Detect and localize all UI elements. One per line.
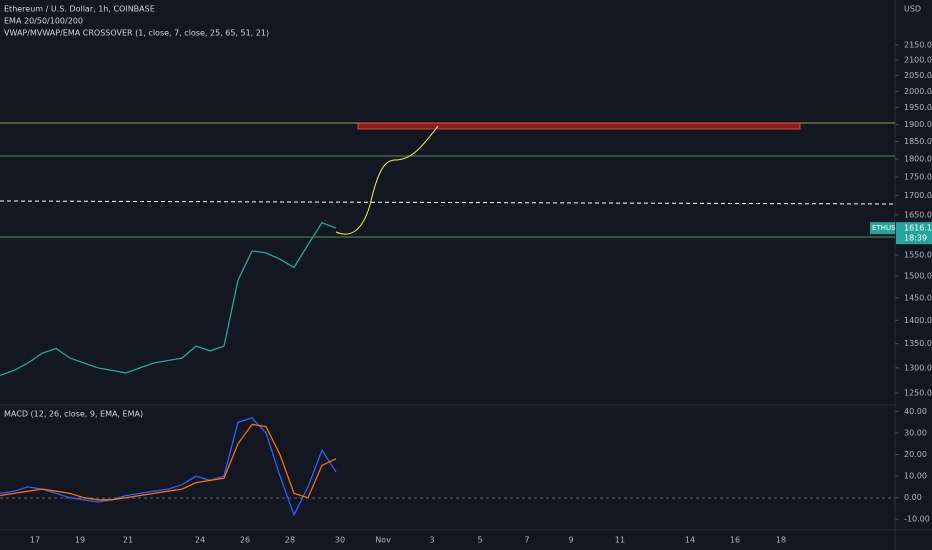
y-tick-label: 1550.00	[904, 250, 932, 259]
x-tick-label: 24	[195, 536, 205, 545]
y-tick-label: 1300.00	[904, 363, 932, 372]
y-tick-label: 1700.00	[904, 191, 932, 200]
y-tick-label: 20.00	[904, 450, 927, 459]
price-box	[896, 222, 932, 245]
macd-title: MACD (12, 26, close, 9, EMA, EMA)	[4, 410, 143, 419]
y-tick-label: 2050.00	[904, 71, 932, 80]
series-line	[0, 423, 337, 501]
symbol-title: Ethereum / U.S. Dollar, 1h, COINBASE	[4, 5, 155, 14]
series-line	[0, 417, 337, 517]
price-tag	[870, 222, 895, 235]
y-tick-label: 30.00	[904, 429, 927, 438]
x-tick-label: 3	[429, 536, 434, 545]
x-tick-label: 18	[776, 536, 786, 545]
y-tick-label: 1450.00	[904, 293, 932, 302]
x-tick-label: 11	[615, 536, 625, 545]
projection-curve	[335, 125, 439, 235]
y-tick-label: 1950.00	[904, 103, 932, 112]
x-tick-label: 9	[568, 536, 573, 545]
y-tick-label: 0.00	[904, 493, 922, 502]
x-tick-label: 28	[285, 536, 295, 545]
y-tick-label: 40.00	[904, 407, 927, 416]
last-price: 1616.19	[904, 224, 932, 233]
dashed-trend-line	[0, 200, 896, 205]
y-tick-label: 10.00	[904, 472, 927, 481]
indicator-label: EMA 20/50/100/200	[4, 17, 83, 26]
indicator-label: VWAP/MVWAP/EMA CROSSOVER (1, close, 7, c…	[4, 29, 269, 38]
y-tick-label: 2150.00	[904, 40, 932, 49]
y-tick-label: 1800.00	[904, 155, 932, 164]
series-line	[0, 221, 337, 377]
x-tick-label: 16	[730, 536, 740, 545]
x-tick-label: 30	[335, 536, 345, 545]
y-tick-label: 1850.00	[904, 137, 932, 146]
y-tick-label: 1750.00	[904, 173, 932, 182]
y-tick-label: 1400.00	[904, 316, 932, 325]
resistance-zone	[357, 122, 801, 130]
y-tick-label: 1250.00	[904, 389, 932, 398]
x-tick-label: 5	[477, 536, 482, 545]
x-tick-label: 14	[685, 536, 695, 545]
y-tick-label: 1650.00	[904, 210, 932, 219]
y-tick-label: 1900.00	[904, 120, 932, 129]
y-tick-label: -10.00	[904, 515, 930, 524]
x-tick-label: 26	[240, 536, 250, 545]
x-tick-label: 21	[123, 536, 133, 545]
y-tick-label: 2000.00	[904, 87, 932, 96]
y-tick-label: 1500.00	[904, 272, 932, 281]
y-tick-label: 2100.00	[904, 56, 932, 65]
x-tick-label: 19	[75, 536, 85, 545]
price-tag-symbol: ETHUSD	[872, 224, 901, 232]
x-tick-label: 17	[30, 536, 40, 545]
countdown: 18:39	[904, 234, 927, 243]
x-tick-label: Nov	[375, 536, 391, 545]
axis-unit: USD	[904, 5, 921, 14]
y-tick-label: 1350.00	[904, 339, 932, 348]
x-tick-label: 7	[524, 536, 529, 545]
